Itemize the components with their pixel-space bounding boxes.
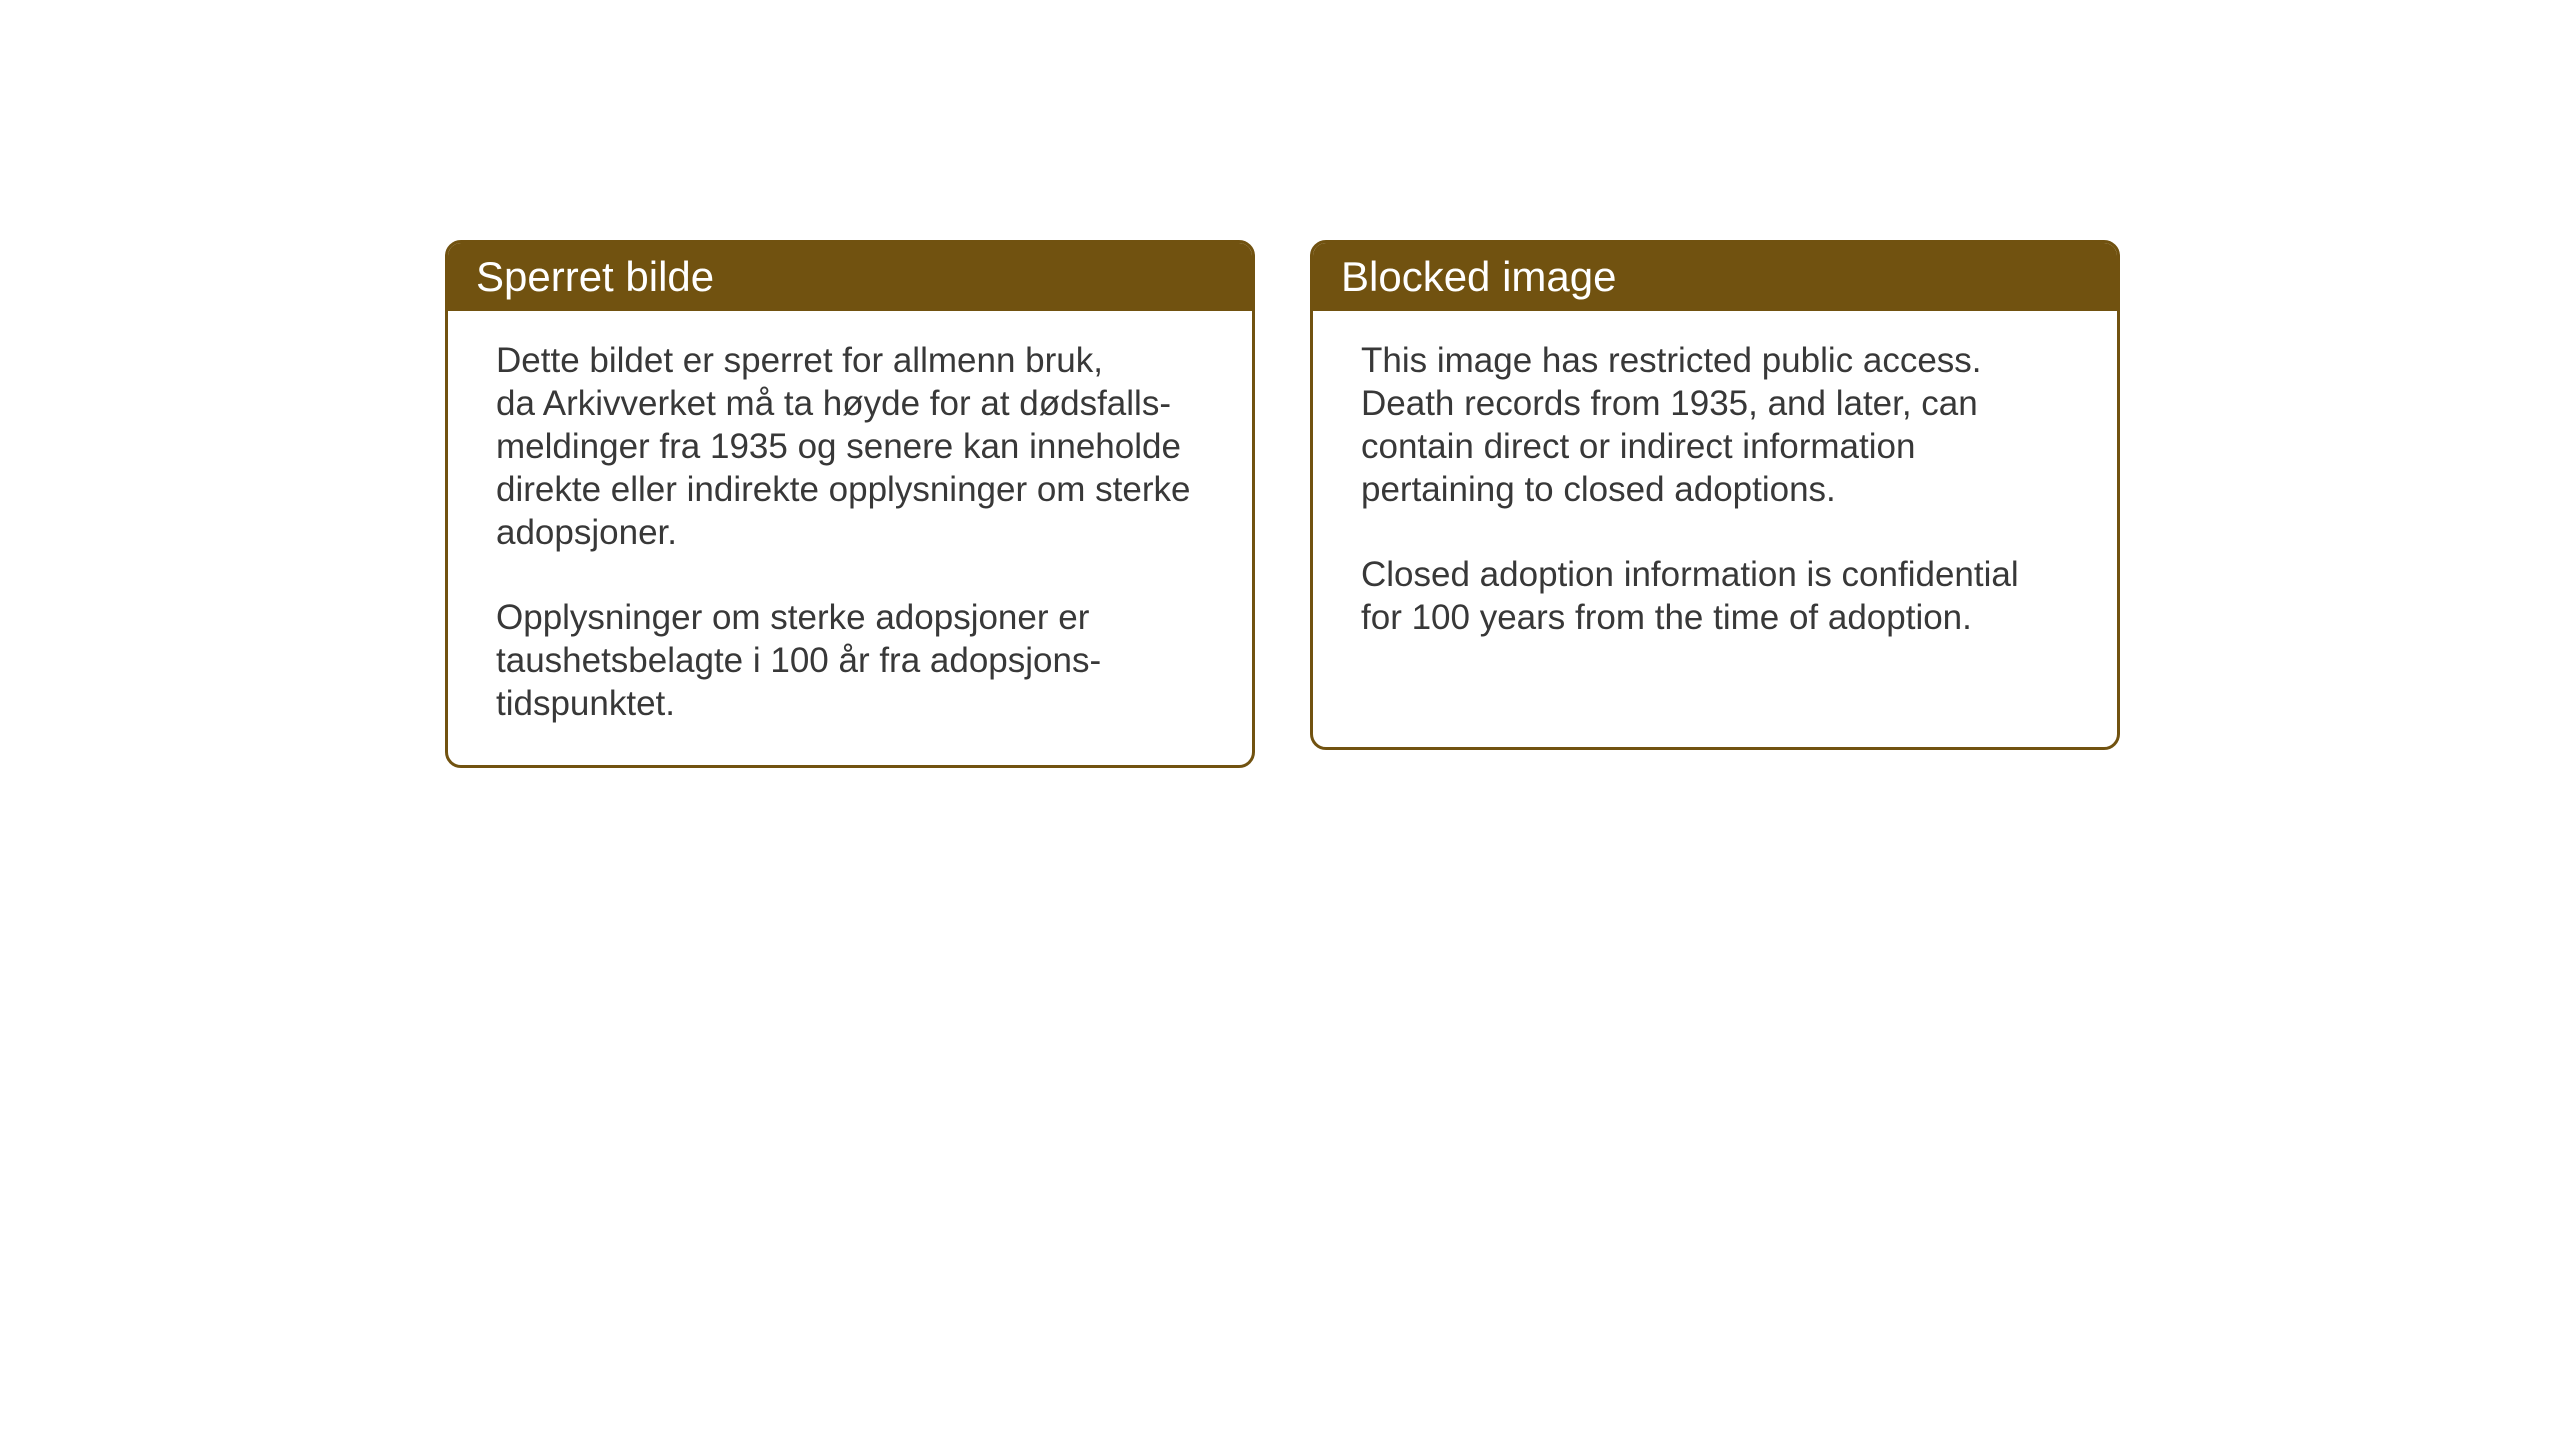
text-line: Closed adoption information is confident… bbox=[1361, 555, 2019, 594]
notice-card-english: Blocked image This image has restricted … bbox=[1310, 240, 2120, 750]
notice-container: Sperret bilde Dette bildet er sperret fo… bbox=[445, 240, 2120, 768]
text-line: Opplysninger om sterke adopsjoner er bbox=[496, 598, 1089, 637]
text-line: This image has restricted public access. bbox=[1361, 341, 1982, 380]
card-header-norwegian: Sperret bilde bbox=[448, 243, 1252, 311]
notice-paragraph-1: Dette bildet er sperret for allmenn bruk… bbox=[496, 339, 1204, 554]
text-line: meldinger fra 1935 og senere kan innehol… bbox=[496, 427, 1181, 466]
notice-paragraph-1: This image has restricted public access.… bbox=[1361, 339, 2069, 511]
text-line: Dette bildet er sperret for allmenn bruk… bbox=[496, 341, 1103, 380]
card-body-norwegian: Dette bildet er sperret for allmenn bruk… bbox=[448, 311, 1252, 765]
text-line: tidspunktet. bbox=[496, 684, 675, 723]
notice-paragraph-2: Closed adoption information is confident… bbox=[1361, 553, 2069, 639]
card-header-english: Blocked image bbox=[1313, 243, 2117, 311]
text-line: taushetsbelagte i 100 år fra adopsjons- bbox=[496, 641, 1101, 680]
text-line: direkte eller indirekte opplysninger om … bbox=[496, 470, 1191, 509]
text-line: pertaining to closed adoptions. bbox=[1361, 470, 1836, 509]
text-line: adopsjoner. bbox=[496, 513, 677, 552]
text-line: contain direct or indirect information bbox=[1361, 427, 1915, 466]
notice-paragraph-2: Opplysninger om sterke adopsjoner er tau… bbox=[496, 596, 1204, 725]
text-line: Death records from 1935, and later, can bbox=[1361, 384, 1978, 423]
card-body-english: This image has restricted public access.… bbox=[1313, 311, 2117, 679]
text-line: for 100 years from the time of adoption. bbox=[1361, 598, 1972, 637]
notice-card-norwegian: Sperret bilde Dette bildet er sperret fo… bbox=[445, 240, 1255, 768]
text-line: da Arkivverket må ta høyde for at dødsfa… bbox=[496, 384, 1171, 423]
